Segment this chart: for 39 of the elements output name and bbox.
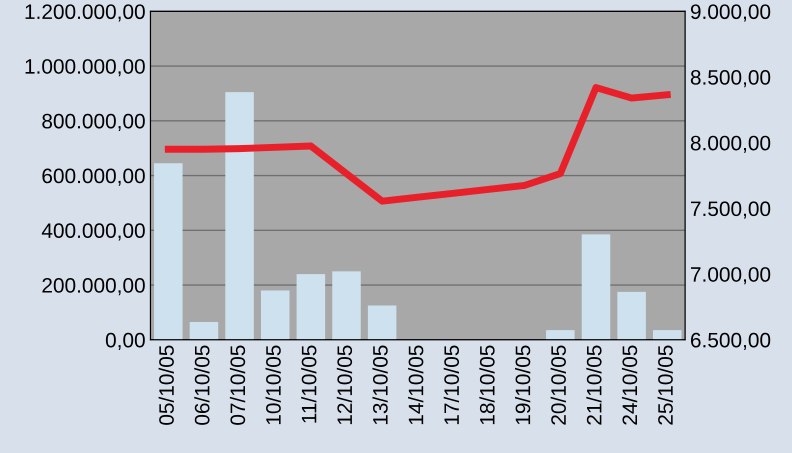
bar	[225, 92, 254, 340]
bar	[260, 290, 290, 340]
y-tick-label: 1.200.000,00	[26, 4, 145, 22]
y2-tick-label: 7.500,00	[691, 201, 770, 219]
y-tick-label: 0,00	[106, 332, 145, 350]
x-tick-label: 17/10/05	[444, 345, 460, 424]
x-tick-label: 12/10/05	[336, 345, 352, 424]
y2-tick-label: 8.000,00	[690, 136, 770, 153]
bar	[296, 274, 326, 340]
x-tick-label: 19/10/05	[514, 345, 530, 424]
x-tick-label: 10/10/05	[266, 345, 281, 424]
x-tick-label: 25/10/05	[658, 345, 673, 425]
x-tick-label: 21/10/05	[586, 345, 602, 425]
bar	[582, 234, 610, 340]
y-tick-label: 400.000,00	[42, 223, 145, 240]
x-tick-label: 05/10/05	[158, 345, 174, 425]
bar	[368, 306, 396, 340]
x-tick-label: 13/10/05	[372, 345, 388, 424]
bar	[190, 322, 218, 340]
y2-tick-label: 7.000,00	[691, 267, 770, 284]
bar	[154, 163, 183, 340]
y2-tick-label: 6.500,00	[691, 332, 770, 350]
x-tick-label: 11/10/05	[301, 345, 316, 423]
x-tick-label: 24/10/05	[622, 345, 638, 425]
x-tick-label: 06/10/05	[194, 345, 210, 425]
bar	[546, 330, 575, 340]
y-tick-label: 200.000,00	[42, 278, 145, 296]
y-tick-label: 1.000.000,00	[26, 59, 145, 76]
bar	[617, 292, 646, 340]
bar	[653, 330, 682, 340]
bar	[332, 271, 361, 340]
y2-tick-label: 9.000,00	[690, 4, 770, 22]
x-tick-label: 07/10/05	[230, 345, 246, 425]
y-tick-label: 600.000,00	[42, 168, 145, 186]
y2-tick-label: 8.500,00	[690, 70, 770, 88]
x-tick-label: 14/10/05	[408, 345, 424, 424]
x-tick-label: 20/10/05	[550, 345, 566, 425]
y-tick-label: 800.000,00	[42, 114, 145, 132]
x-tick-label: 18/10/05	[479, 345, 495, 424]
